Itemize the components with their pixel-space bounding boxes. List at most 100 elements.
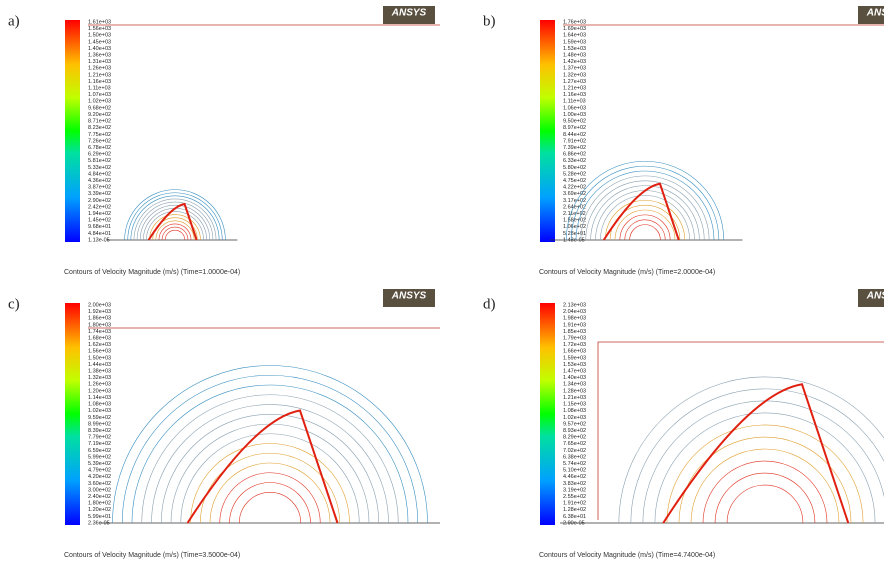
colorbar-label: 1.26e+03 bbox=[88, 382, 111, 388]
colorbar-label: 8.39e+02 bbox=[88, 428, 111, 434]
colorbar-label: 2.90e-05 bbox=[563, 520, 585, 526]
colorbar-label: 1.06e+03 bbox=[563, 105, 586, 111]
colorbar-label: 1.58e+02 bbox=[563, 218, 586, 224]
colorbar-label: 9.57e+02 bbox=[563, 421, 586, 427]
colorbar-label: 8.99e+02 bbox=[88, 421, 111, 427]
contour-line bbox=[715, 473, 815, 523]
figure: a)1.61e+031.56e+031.50e+031.45e+031.40e+… bbox=[0, 0, 884, 567]
colorbar-label: 6.38e+02 bbox=[563, 454, 586, 460]
colorbar-label: 4.84e+01 bbox=[88, 231, 111, 237]
colorbar bbox=[540, 20, 555, 242]
colorbar-label: 4.20e+02 bbox=[88, 474, 111, 480]
colorbar-label: 8.97e+02 bbox=[563, 125, 586, 131]
colorbar-label: 2.90e+02 bbox=[88, 198, 111, 204]
contour-line bbox=[230, 483, 311, 524]
colorbar-label: 1.27e+03 bbox=[563, 79, 586, 85]
colorbar-label: 3.83e+02 bbox=[563, 481, 586, 487]
colorbar-label: 7.39e+02 bbox=[563, 145, 586, 151]
contour-line bbox=[620, 215, 670, 240]
colorbar-label: 1.16e+03 bbox=[563, 92, 586, 98]
panel-label: c) bbox=[8, 296, 20, 312]
panel: a)1.61e+031.56e+031.50e+031.45e+031.40e+… bbox=[8, 6, 440, 276]
colorbar-label: 1.91e+02 bbox=[563, 501, 586, 507]
colorbar-label: 1.16e+03 bbox=[88, 79, 111, 85]
shock-front bbox=[663, 384, 848, 523]
colorbar-label: 7.75e+02 bbox=[88, 132, 111, 138]
contour-line bbox=[703, 461, 827, 523]
colorbar-label: 5.28e+02 bbox=[563, 171, 586, 177]
colorbar-label: 6.33e+02 bbox=[563, 158, 586, 164]
colorbar-label: 1.76e+03 bbox=[563, 19, 586, 25]
caption: Contours of Velocity Magnitude (m/s) (Ti… bbox=[64, 269, 240, 276]
colorbar-label: 1.85e+03 bbox=[563, 329, 586, 335]
colorbar-label: 1.94e+02 bbox=[88, 211, 111, 217]
panel: d)2.13e+032.04e+031.98e+031.91e+031.85e+… bbox=[483, 289, 884, 559]
colorbar-label: 1.61e+03 bbox=[88, 19, 111, 25]
colorbar-label: 5.39e+02 bbox=[88, 461, 111, 467]
colorbar-label: 7.02e+02 bbox=[563, 448, 586, 454]
colorbar-label: 3.19e+02 bbox=[563, 487, 586, 493]
colorbar-label: 2.40e+02 bbox=[88, 494, 111, 500]
colorbar-label: 1.64e+03 bbox=[563, 33, 586, 39]
colorbar-label: 8.29e+02 bbox=[563, 435, 586, 441]
colorbar-label: 1.07e+03 bbox=[88, 92, 111, 98]
shock-front bbox=[149, 204, 197, 240]
colorbar-label: 4.79e+02 bbox=[88, 468, 111, 474]
colorbar-label: 1.28e+02 bbox=[563, 507, 586, 513]
colorbar-label: 5.10e+02 bbox=[563, 468, 586, 474]
colorbar-label: 8.93e+02 bbox=[563, 428, 586, 434]
colorbar-label: 6.78e+02 bbox=[88, 145, 111, 151]
logo-text: ANSYS bbox=[391, 291, 427, 302]
colorbar-label: 1.79e+03 bbox=[563, 335, 586, 341]
colorbar-label: 1.08e+03 bbox=[563, 408, 586, 414]
colorbar bbox=[540, 303, 555, 525]
colorbar-label: 9.68e+01 bbox=[88, 224, 111, 230]
contour-line bbox=[162, 227, 188, 240]
colorbar-label: 1.40e+03 bbox=[88, 46, 111, 52]
logo: ANSYS bbox=[383, 289, 435, 307]
colorbar-label: 1.68e+03 bbox=[88, 335, 111, 341]
colorbar-label: 1.80e+02 bbox=[88, 501, 111, 507]
colorbar-label: 7.19e+02 bbox=[88, 441, 111, 447]
colorbar-label: 3.00e+02 bbox=[88, 487, 111, 493]
colorbar-label: 1.31e+03 bbox=[88, 59, 111, 65]
colorbar-label: 7.79e+02 bbox=[88, 435, 111, 441]
colorbar-label: 1.34e+03 bbox=[563, 382, 586, 388]
colorbar-label: 5.81e+02 bbox=[88, 158, 111, 164]
colorbar-label: 1.56e+03 bbox=[88, 26, 111, 32]
colorbar-label: 1.21e+03 bbox=[88, 72, 111, 78]
panel-label: d) bbox=[483, 296, 496, 312]
colorbar-label: 3.87e+02 bbox=[88, 185, 111, 191]
colorbar-label: 1.59e+03 bbox=[563, 355, 586, 361]
colorbar-label: 1.11e+03 bbox=[88, 86, 111, 92]
contours bbox=[619, 377, 884, 523]
colorbar-label: 5.99e+02 bbox=[88, 454, 111, 460]
colorbar-label: 1.14e+03 bbox=[88, 395, 111, 401]
colorbar-label: 1.13e-05 bbox=[88, 237, 110, 243]
colorbar-label: 1.20e+02 bbox=[88, 507, 111, 513]
logo-text: ANSYS bbox=[866, 8, 884, 19]
colorbar-label: 4.36e+02 bbox=[88, 178, 111, 184]
colorbar-label: 1.74e+03 bbox=[88, 329, 111, 335]
colorbar-label: 1.45e+02 bbox=[88, 218, 111, 224]
colorbar-label: 1.02e+03 bbox=[88, 408, 111, 414]
colorbar-label: 1.92e+03 bbox=[88, 309, 111, 315]
logo-text: ANSYS bbox=[391, 8, 427, 19]
caption: Contours of Velocity Magnitude (m/s) (Ti… bbox=[539, 552, 715, 559]
contour-line bbox=[152, 405, 389, 523]
panel-label: a) bbox=[8, 13, 20, 29]
colorbar-label: 6.38e+01 bbox=[563, 514, 586, 520]
colorbar-label: 1.44e+03 bbox=[88, 362, 111, 368]
colorbar-label: 1.48e+03 bbox=[563, 52, 586, 58]
colorbar-label: 1.69e+03 bbox=[563, 26, 586, 32]
colorbar-label: 1.72e+03 bbox=[563, 342, 586, 348]
colorbar-label: 9.68e+02 bbox=[88, 105, 111, 111]
contour-line bbox=[615, 210, 675, 240]
colorbar-label: 1.37e+03 bbox=[563, 66, 586, 72]
colorbar-label: 6.29e+02 bbox=[88, 152, 111, 158]
contour-line bbox=[591, 186, 700, 240]
colorbar-label: 8.44e+02 bbox=[563, 132, 586, 138]
colorbar-label: 1.80e+03 bbox=[88, 322, 111, 328]
colorbar-label: 5.99e+01 bbox=[88, 514, 111, 520]
colorbar-label: 4.22e+02 bbox=[563, 185, 586, 191]
